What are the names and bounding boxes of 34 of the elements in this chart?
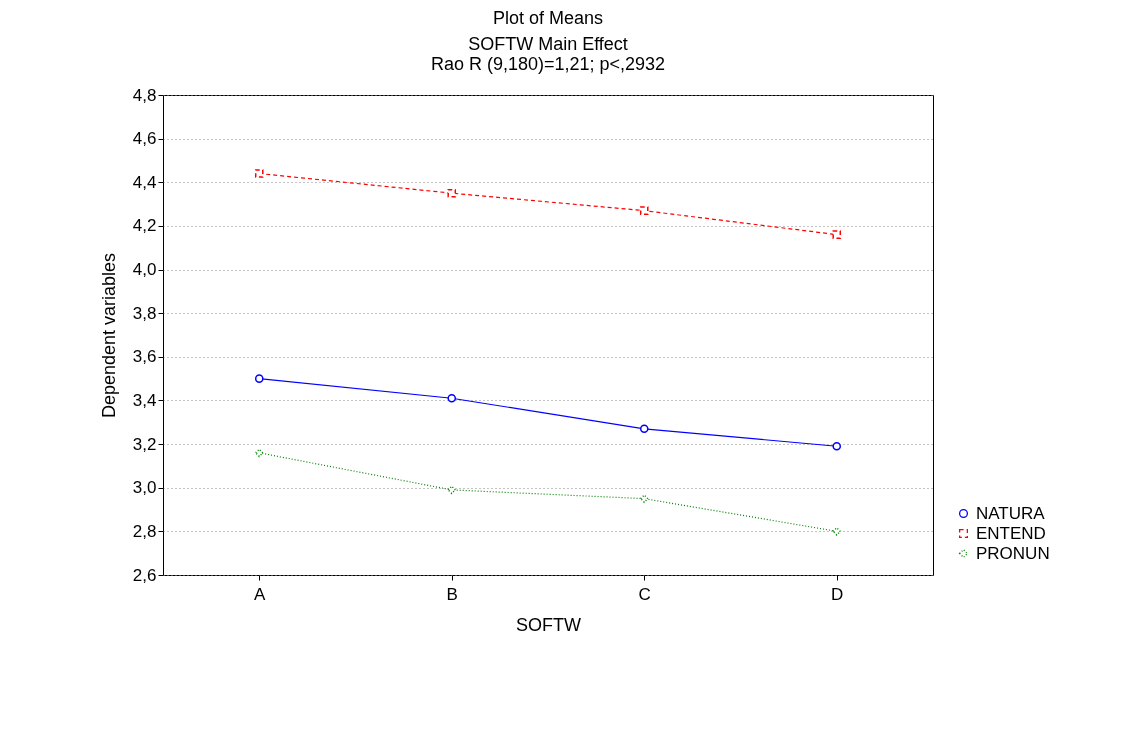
y-tick-label: 4,2: [132, 216, 157, 236]
y-tick-label: 3,6: [132, 347, 157, 367]
chart-subtitle: SOFTW Main Effect Rao R (9,180)=1,21; p<,2932: [430, 34, 666, 74]
y-tick-label: 4,6: [132, 129, 157, 149]
point: [447, 188, 457, 198]
point: [832, 527, 842, 536]
x-tick-label: D: [831, 584, 844, 604]
x-tick-label: A: [254, 584, 267, 604]
point: [639, 206, 649, 215]
point: [254, 374, 264, 383]
y-tick-label: 3,2: [132, 434, 157, 454]
legend-label: NATURA: [976, 503, 1046, 523]
y-tick-label: 4,0: [132, 260, 157, 280]
point: [832, 230, 842, 239]
y-tick-label: 3,0: [132, 478, 157, 498]
legend-label: ENTEND: [976, 523, 1046, 543]
x-axis-title: SOFTW: [516, 614, 581, 635]
legend-label: PRONUN: [976, 543, 1050, 563]
point: [254, 448, 264, 458]
y-tick-label: 4,4: [132, 172, 157, 192]
point: [639, 494, 649, 503]
chart-title: Plot of Means: [492, 8, 604, 28]
point: [832, 441, 842, 451]
x-tick-label: C: [638, 584, 651, 604]
y-tick-label: 3,4: [132, 390, 157, 410]
y-tick-label: 2,8: [132, 521, 157, 541]
point: [639, 424, 649, 434]
x-tick-label: B: [446, 584, 458, 604]
y-tick-label: 3,8: [132, 303, 157, 323]
y-tick-label: 4,8: [132, 85, 157, 105]
y-tick-label: 2,6: [132, 565, 157, 585]
point: [447, 393, 457, 403]
y-axis-title: Dependent variables: [98, 252, 119, 419]
point: [254, 169, 264, 178]
